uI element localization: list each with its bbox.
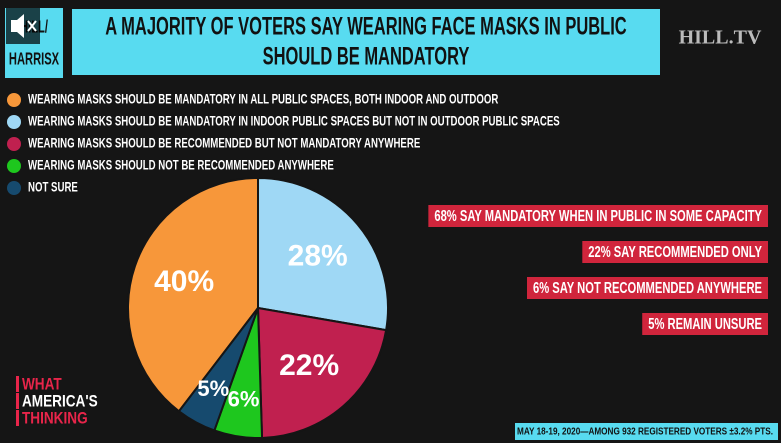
- branding-text: WHAT: [22, 375, 62, 394]
- logo-text: HARRISX: [9, 49, 59, 69]
- mute-x[interactable]: [27, 20, 37, 32]
- annotation: 6% SAY NOT RECOMMENDED ANYWHERE: [526, 277, 768, 299]
- legend-label: WEARING MASKS SHOULD NOT BE RECOMMENDED …: [28, 157, 334, 173]
- pie-slice: [256, 306, 388, 439]
- legend-swatch: [7, 115, 21, 129]
- chart-title: SHOULD BE MANDATORY: [263, 43, 470, 70]
- mute-icon[interactable]: [6, 8, 40, 44]
- legend-label: NOT SURE: [28, 179, 78, 195]
- data-label: 5%: [197, 376, 229, 401]
- pie-slice: [127, 176, 259, 413]
- legend-label: WEARING MASKS SHOULD BE MANDATORY IN IND…: [28, 113, 560, 129]
- pie-slice: [177, 307, 259, 432]
- annotation-text: 22% SAY RECOMMENDED ONLY: [588, 242, 762, 261]
- chart-title: A MAJORITY OF VOTERS SAY WEARING FACE MA…: [105, 13, 626, 40]
- annotation-text: 68% SAY MANDATORY WHEN IN PUBLIC IN SOME…: [434, 206, 762, 225]
- annotation-text: 5% REMAIN UNSURE: [648, 314, 762, 333]
- network-logo: HILL.TV: [679, 27, 762, 49]
- data-label: 28%: [288, 240, 348, 273]
- annotation-box: [582, 241, 768, 263]
- annotation-box: [428, 205, 768, 227]
- annotation: 5% REMAIN UNSURE: [642, 313, 768, 335]
- annotation-text: 6% SAY NOT RECOMMENDED ANYWHERE: [533, 278, 762, 297]
- pie-slice: [257, 176, 389, 332]
- branding-bar: [16, 376, 19, 392]
- annotation-box: [642, 313, 768, 335]
- legend-swatch: [7, 93, 21, 107]
- data-label: 22%: [279, 349, 339, 382]
- legend-swatch: [7, 159, 21, 173]
- legend-swatch: [7, 137, 21, 151]
- speaker[interactable]: [11, 14, 24, 38]
- branding-bar: [16, 393, 19, 409]
- data-label: 6%: [228, 386, 260, 411]
- footnote: MAY 18-19, 2020—AMONG 932 REGISTERED VOT…: [517, 426, 773, 437]
- branding-text: AMERICA'S: [22, 392, 98, 411]
- annotation-box: [526, 277, 768, 299]
- annotation: 22% SAY RECOMMENDED ONLY: [582, 241, 768, 263]
- legend-label: WEARING MASKS SHOULD BE MANDATORY IN ALL…: [28, 91, 499, 107]
- legend-swatch: [7, 181, 21, 195]
- branding-text: THINKING: [22, 409, 88, 428]
- annotation: 68% SAY MANDATORY WHEN IN PUBLIC IN SOME…: [428, 205, 768, 227]
- data-label: 40%: [154, 265, 214, 298]
- legend-label: WEARING MASKS SHOULD BE RECOMMENDED BUT …: [28, 135, 420, 151]
- footnote-box: [515, 423, 778, 440]
- branding-bar: [16, 410, 19, 426]
- title-box: [72, 9, 660, 75]
